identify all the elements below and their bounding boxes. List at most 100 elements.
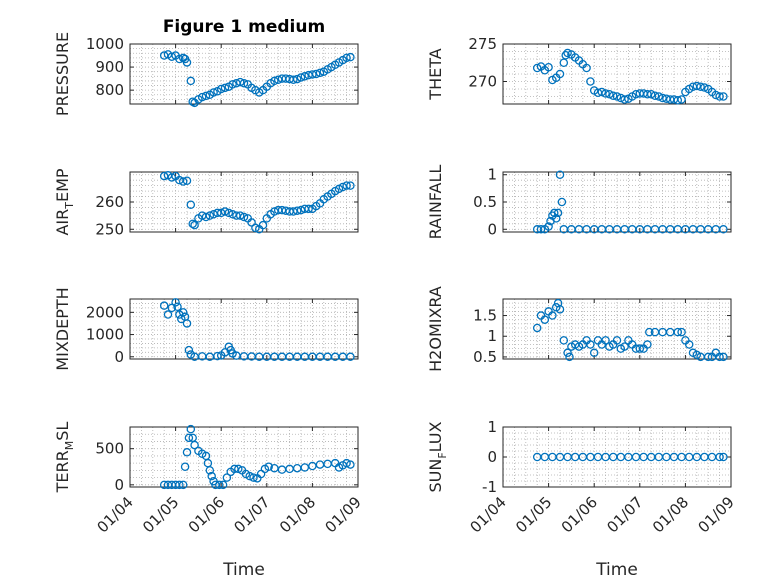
x-tick-label: 01/09	[322, 493, 365, 536]
data-point	[178, 308, 188, 317]
y-tick-label: -1	[482, 478, 497, 496]
data-point	[555, 305, 565, 314]
axes-box	[502, 298, 732, 360]
data-point	[308, 461, 317, 471]
x-tick-label: 01/09	[695, 493, 738, 536]
data-point	[719, 352, 728, 362]
y-axis-label: SUNFLUX	[426, 421, 449, 492]
data-point	[249, 473, 258, 482]
y-tick-label: 0	[487, 220, 497, 238]
data-point	[557, 197, 567, 207]
data-series	[532, 452, 728, 462]
data-point	[342, 181, 351, 190]
y-tick-label: 270	[468, 73, 497, 91]
data-point	[270, 463, 279, 473]
data-point	[544, 222, 553, 231]
data-point	[190, 220, 199, 230]
axes-box	[129, 426, 359, 488]
data-series	[159, 298, 355, 362]
data-point	[715, 92, 724, 101]
data-point	[197, 92, 207, 102]
y-tick-label: 250	[95, 220, 124, 238]
subplot-mixdepth: 0 1000 2000 MIXDEPTH	[53, 287, 359, 371]
data-point	[182, 176, 192, 185]
data-point	[216, 84, 226, 94]
y-tick-label: 0	[487, 448, 497, 466]
data-point	[536, 225, 546, 234]
data-point	[342, 458, 351, 468]
data-point	[186, 200, 196, 209]
y-axis-label: H2OMIXRA	[426, 286, 445, 372]
data-point	[292, 74, 302, 84]
data-point	[346, 52, 355, 62]
data-point	[715, 452, 724, 462]
axes-box	[502, 43, 732, 105]
data-point	[646, 90, 656, 99]
data-point	[224, 208, 234, 218]
x-axis-label: Time	[222, 560, 265, 580]
data-point	[346, 460, 355, 469]
data-point	[553, 208, 563, 218]
axes-box	[502, 426, 732, 488]
data-point	[230, 464, 239, 474]
data-point	[635, 344, 645, 353]
y-tick-label: 1	[487, 418, 497, 436]
y-tick-label: 0.5	[473, 193, 497, 211]
data-point	[612, 92, 622, 101]
gridlines	[129, 426, 359, 487]
data-point	[582, 63, 591, 73]
subplot-h2omixra: 0.5 1 1.5 H2OMIXRA	[426, 286, 732, 372]
data-point	[207, 471, 216, 481]
data-point	[215, 480, 224, 490]
data-point	[692, 81, 702, 91]
data-series	[159, 424, 355, 490]
data-point	[304, 204, 313, 214]
data-point	[201, 212, 211, 222]
data-point	[178, 177, 188, 186]
data-point	[559, 336, 569, 345]
subplot-airtemp: 250 260 AIRTEMP	[53, 168, 359, 238]
x-tick-label: 01/05	[139, 493, 182, 536]
data-point	[201, 91, 211, 101]
y-tick-label: 1	[487, 327, 497, 345]
subplot-theta: 270 275 THETA	[426, 35, 732, 105]
data-point	[239, 78, 249, 88]
data-point	[563, 348, 572, 358]
data-point	[220, 83, 230, 93]
data-point	[205, 466, 215, 475]
gridlines	[129, 298, 359, 359]
y-tick-label: 0.5	[473, 348, 497, 366]
data-point	[719, 92, 728, 101]
y-tick-label: 800	[95, 81, 124, 99]
data-point	[342, 53, 351, 63]
data-point	[586, 340, 595, 349]
x-tick-label: 01/04	[94, 493, 137, 536]
data-point	[555, 170, 565, 179]
data-point	[643, 90, 652, 99]
data-point	[700, 83, 709, 92]
data-point	[559, 58, 569, 68]
data-point	[184, 433, 194, 443]
axes-box	[502, 171, 732, 233]
data-point	[218, 480, 228, 490]
x-tick-label: 01/07	[603, 493, 646, 536]
data-point	[715, 352, 724, 362]
data-point	[167, 173, 177, 182]
x-tick-label: 01/08	[649, 493, 692, 536]
y-tick-label: 2000	[86, 303, 124, 321]
x-tick-label: 01/07	[230, 493, 273, 536]
data-point	[673, 96, 683, 105]
y-axis-label: MIXDEPTH	[53, 287, 72, 370]
data-point	[548, 311, 557, 320]
gridlines	[502, 172, 732, 232]
data-point	[171, 298, 180, 307]
subplot-terrmsl: 0 500 TERRMSL 01/04 01/05 01/06 01/07 01/08 01/0…	[53, 422, 365, 580]
data-series	[532, 298, 728, 362]
data-point	[605, 90, 614, 99]
data-point	[703, 352, 713, 362]
y-tick-label: 260	[95, 193, 124, 211]
data-point	[532, 63, 542, 73]
data-point	[561, 51, 570, 60]
data-point	[186, 424, 196, 434]
data-point	[673, 327, 683, 337]
